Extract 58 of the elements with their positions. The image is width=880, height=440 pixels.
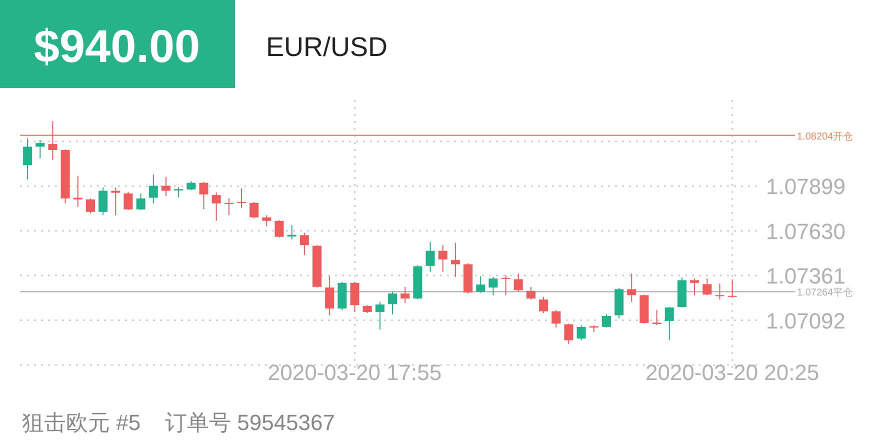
chart-subtitle: EUR/USD [266,32,388,62]
ref-line-label: 1.07264平仓 [797,286,854,299]
candlestick [476,276,486,294]
candlestick [224,198,234,216]
ref-line-label: 1.08204开仓 [797,130,854,142]
candlestick [514,273,523,292]
y-tick-label: 1.07361 [766,264,846,289]
candlestick [300,232,309,256]
candlestick [98,186,108,216]
x-tick-label: 2020-03-20 17:55 [268,360,442,385]
candlestick [274,220,284,238]
candlestick [236,188,246,208]
candlestick [576,324,586,341]
candlestick [250,201,259,219]
chart-title: $940.00 [34,20,200,72]
candlestick [488,276,498,296]
candlestick [690,278,700,296]
candlestick [262,214,272,227]
candlestick [287,224,296,240]
candlestick [111,186,120,216]
candlestick [124,191,133,211]
candlestick [23,138,32,180]
text: 狙击欧元 #5 [22,410,141,435]
candlestick [400,286,410,304]
candlestick [375,301,384,330]
candlestick [564,323,574,345]
candlestick [388,291,398,315]
y-tick-label: 1.07092 [766,308,846,334]
candlestick [539,296,548,314]
candlestick [426,241,435,272]
candlestick [702,278,712,296]
y-tick-label: 1.07630 [766,218,846,244]
candlestick [325,276,334,316]
candlestick [199,181,208,210]
candlestick [48,120,58,161]
candlestick [728,279,737,298]
candlestick [526,286,536,300]
candlestick [136,192,146,211]
candlestick [350,281,360,312]
candlestick [148,174,158,204]
candlestick [438,244,448,272]
candlestick [627,273,636,302]
candlestick [715,283,724,300]
candlestick [73,175,82,208]
text: 订单号 59545367 [165,410,335,435]
y-tick-label: 1.07899 [766,174,846,200]
candlestick [652,310,662,326]
candlestick [664,306,674,341]
candlestick [161,176,170,197]
candlestick [174,186,184,198]
candlestick [602,314,611,328]
candlestick [450,242,460,278]
candlestick [36,140,45,159]
candlestick [212,192,221,222]
candlestick [552,310,561,328]
x-tick-label: 2020-03-20 20:25 [645,360,820,385]
candlestick [86,198,95,214]
candlestick [501,274,510,296]
